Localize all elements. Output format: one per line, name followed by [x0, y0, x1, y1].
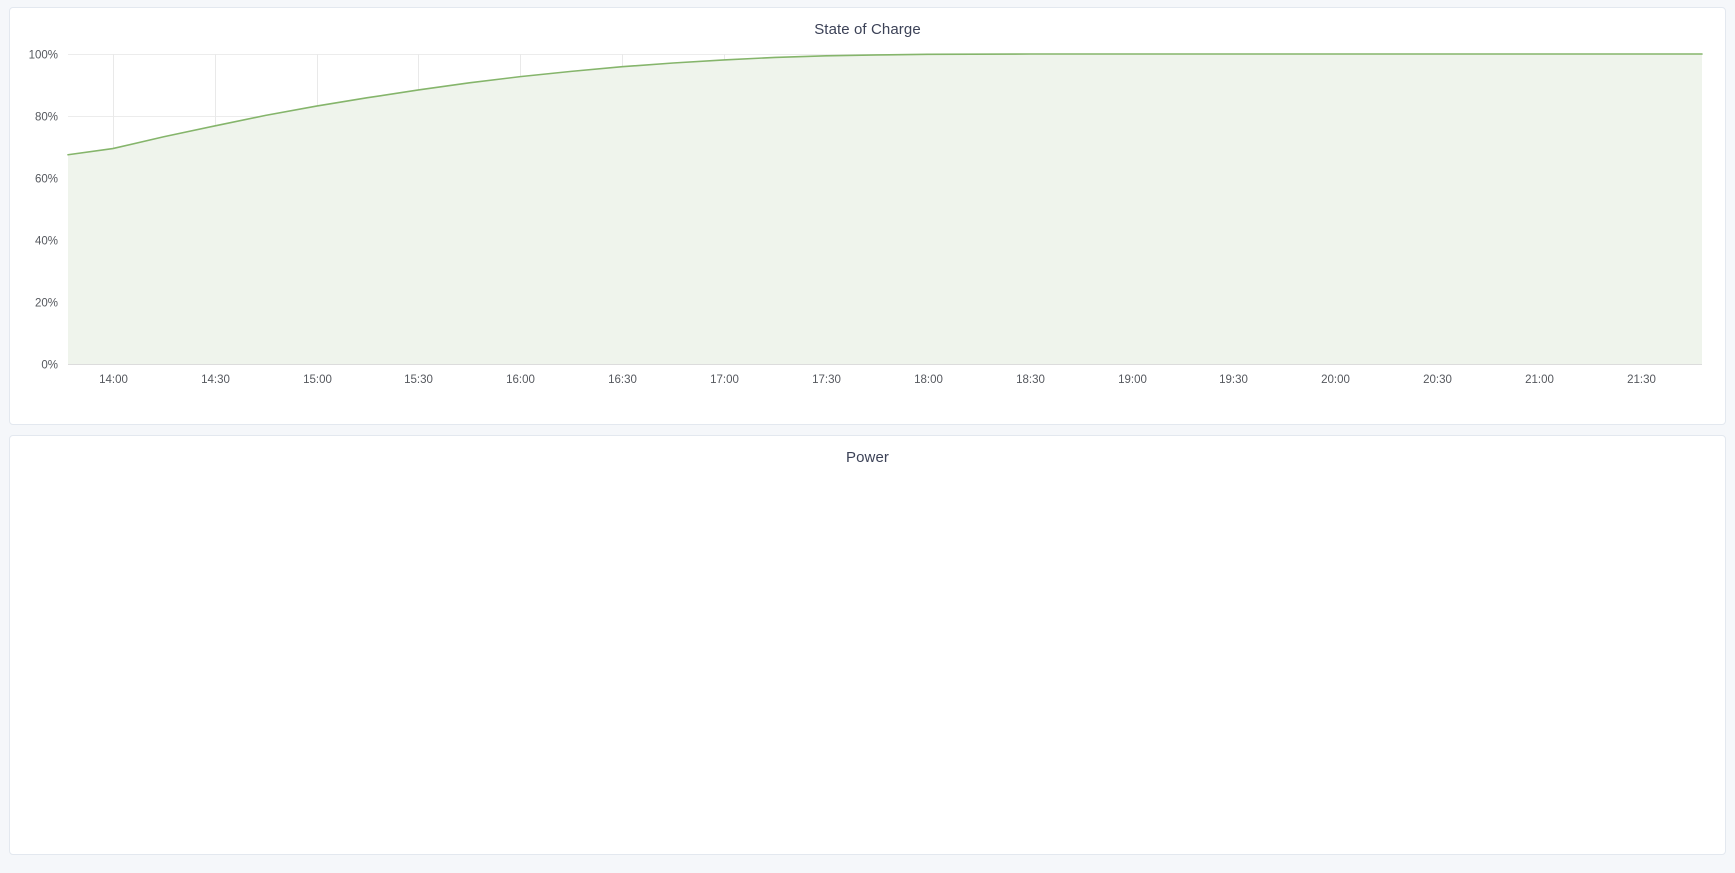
chart-state-of-charge[interactable]: 0% 20% 40% 60% 80% 100% 14:00 14:30 15:00 15:30 16…	[10, 8, 1725, 424]
x-axis-tick-label: 14:30	[201, 374, 230, 386]
series-area-fill	[68, 54, 1702, 364]
x-axis-tick-label: 16:00	[506, 374, 535, 386]
x-axis-tick-label: 17:30	[812, 374, 841, 386]
x-axis-tick-label: 21:00	[1525, 374, 1554, 386]
x-axis-tick-label: 16:30	[608, 374, 637, 386]
y-axis-tick-label: 60%	[35, 174, 58, 186]
x-axis-tick-label: 20:30	[1423, 374, 1452, 386]
x-axis-tick-label: 19:00	[1118, 374, 1147, 386]
x-axis-tick-label: 15:00	[303, 374, 332, 386]
chart-power[interactable]: 0 W500 W1.0 kW1.5 kW2.0 kW14:0014:3015:0…	[10, 436, 1725, 854]
x-axis-tick-label: 18:30	[1016, 374, 1045, 386]
chart-svg-state-of-charge[interactable]: 0% 20% 40% 60% 80% 100% 14:00 14:30 15:00 15:30 16…	[10, 8, 1725, 425]
y-axis-tick-label: 80%	[35, 112, 58, 124]
x-axis-tick-label: 21:30	[1627, 374, 1656, 386]
x-axis-tick-label: 20:00	[1321, 374, 1350, 386]
y-axis-tick-label: 40%	[35, 236, 58, 248]
x-axis-tick-label: 18:00	[914, 374, 943, 386]
panel-title-power: Power	[845, 449, 890, 466]
panel-power[interactable]: Power 0 W500 W1.0 kW1.5 kW2.0 kW14:0014:…	[9, 435, 1726, 855]
series-line[interactable]	[67, 53, 1703, 156]
x-axis-tick-label: 17:00	[710, 374, 739, 386]
x-axis-tick-label: 15:30	[404, 374, 433, 386]
y-axis-tick-label: 0%	[41, 360, 58, 372]
chart-svg-power[interactable]: 0 W500 W1.0 kW1.5 kW2.0 kW14:0014:3015:0…	[10, 436, 1725, 855]
panel-state-of-charge[interactable]: State of Charge 0% 20% 40% 60% 80% 100% 14:00 1…	[9, 7, 1726, 425]
y-axis-tick-label: 100%	[29, 50, 58, 62]
x-axis-tick-label: 19:30	[1219, 374, 1248, 386]
y-axis-tick-label: 20%	[35, 298, 58, 310]
panel-title-state-of-charge: State of Charge	[814, 21, 921, 38]
x-axis-tick-label: 14:00	[99, 374, 128, 386]
